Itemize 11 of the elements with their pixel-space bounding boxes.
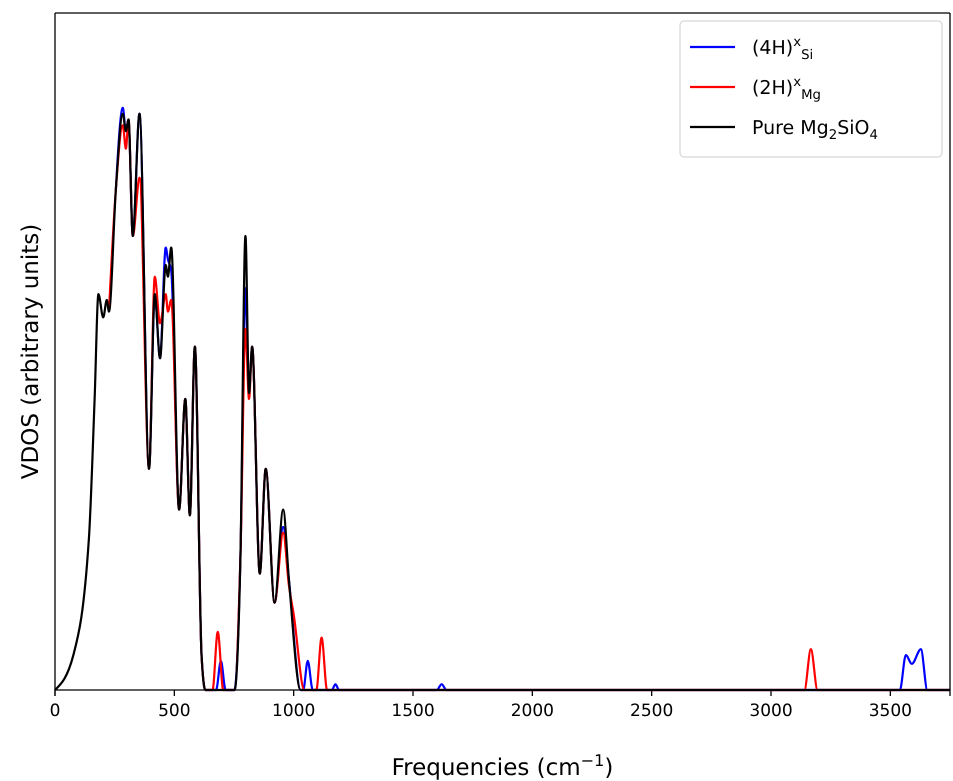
x-tick-label: 2000 — [510, 701, 554, 721]
x-tick-label: 1000 — [272, 701, 316, 721]
x-tick-label: 3000 — [749, 701, 793, 721]
x-tick-label: 500 — [158, 701, 191, 721]
x-tick-label: 1500 — [391, 701, 435, 721]
x-tick-label: 2500 — [630, 701, 674, 721]
legend-label: Pure Mg$_{2}$SiO$_{4}$ — [752, 117, 878, 143]
x-tick-label: 0 — [50, 701, 60, 721]
y-axis-title: VDOS (arbitrary units) — [18, 224, 44, 480]
x-axis-title: Frequencies (cm$^{−1}$) — [392, 750, 614, 781]
x-tick-label: 3500 — [868, 701, 912, 721]
